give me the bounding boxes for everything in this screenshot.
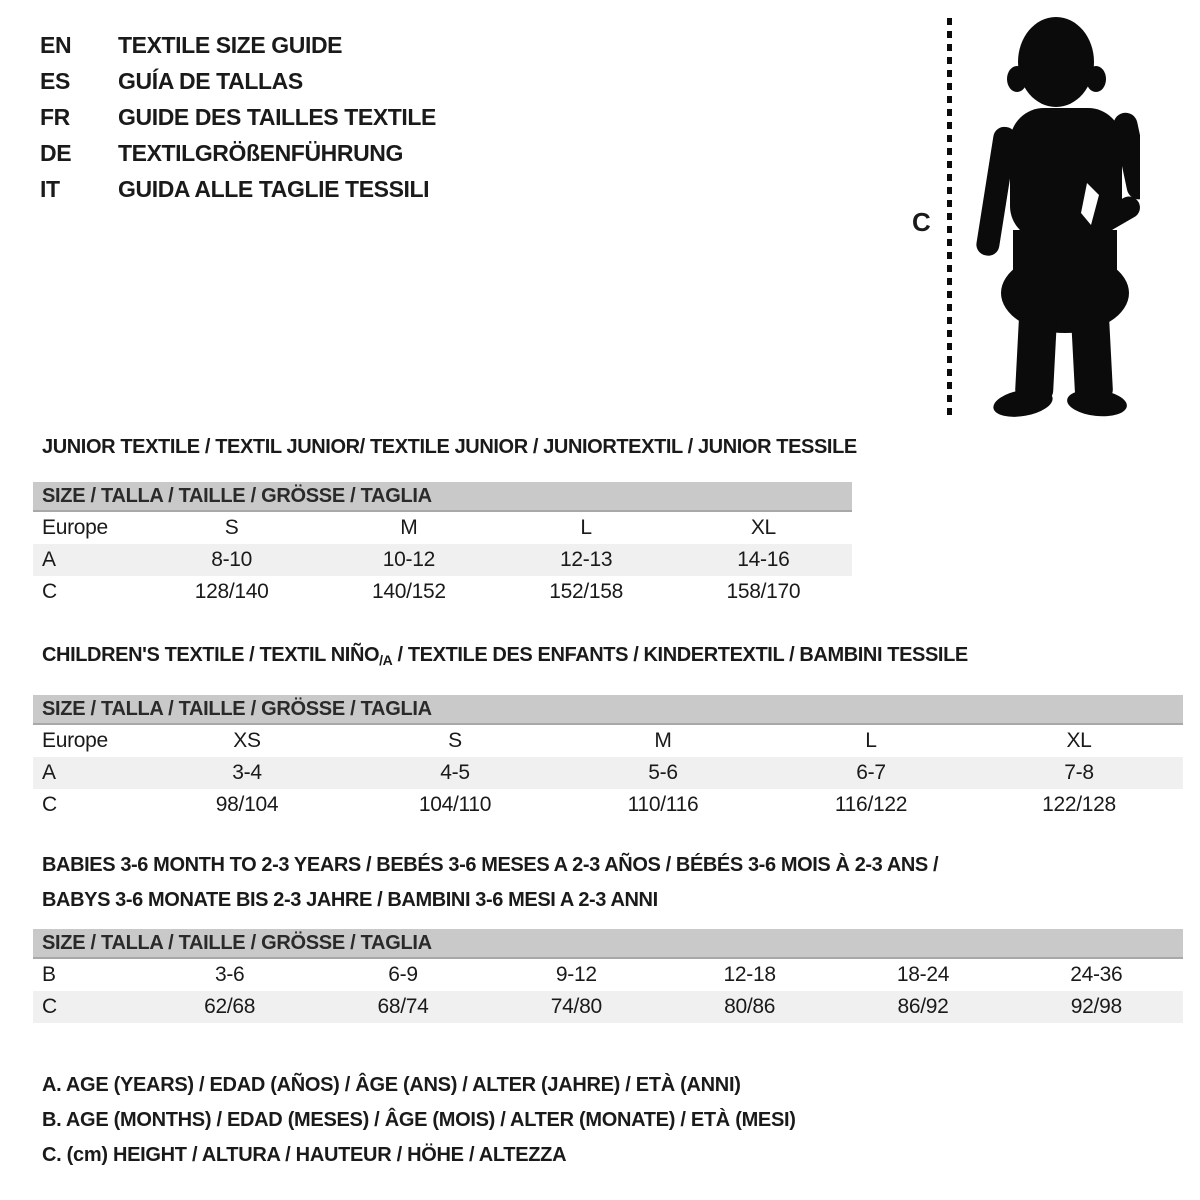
guide-title: GUÍA DE TALLAS	[118, 67, 303, 94]
table-size-header: SIZE / TALLA / TAILLE / GRÖSSE / TAGLIA	[33, 482, 852, 512]
months-cell: 6-9	[388, 963, 418, 986]
table-row-age: A 8-10 10-12 12-13 14-16	[33, 544, 852, 576]
babies-title-line1: BABIES 3-6 MONTH TO 2-3 YEARS / BEBÉS 3-…	[42, 854, 939, 876]
measure-label-c: C	[912, 207, 931, 237]
section-title-children: CHILDREN'S TEXTILE / TEXTIL NIÑO/A / TEX…	[42, 644, 969, 668]
language-row: EN TEXTILE SIZE GUIDE	[40, 27, 436, 63]
age-cell: 5-6	[648, 761, 678, 784]
measure-legend: A. AGE (YEARS) / EDAD (AÑOS) / ÂGE (ANS)…	[42, 1068, 796, 1173]
language-code: ES	[40, 67, 70, 94]
size-cell: M	[400, 516, 418, 539]
children-title-sub: /A	[379, 652, 393, 668]
legend-line-b: B. AGE (MONTHS) / EDAD (MESES) / ÂGE (MO…	[42, 1109, 796, 1131]
guide-title: GUIDE DES TAILLES TEXTILE	[118, 103, 436, 130]
age-cell: 3-4	[232, 761, 262, 784]
children-title-suffix: / TEXTILE DES ENFANTS / KINDERTEXTIL / B…	[392, 644, 969, 666]
children-title-prefix: CHILDREN'S TEXTILE / TEXTIL NIÑO	[42, 644, 380, 666]
size-cell: M	[654, 729, 672, 752]
section-title-junior: JUNIOR TEXTILE / TEXTIL JUNIOR/ TEXTILE …	[42, 436, 857, 458]
guide-title: TEXTILE SIZE GUIDE	[118, 31, 343, 58]
row-label: C	[42, 580, 57, 603]
size-cell: XL	[1066, 729, 1092, 752]
table-row-height: C 62/68 68/74 74/80 80/86 86/92 92/98	[33, 991, 1183, 1023]
language-row: ES GUÍA DE TALLAS	[40, 63, 436, 99]
guide-title: TEXTILGRÖßENFÜHRUNG	[118, 139, 403, 166]
height-cell: 68/74	[377, 995, 429, 1018]
language-code: FR	[40, 103, 70, 130]
legend-line-a: A. AGE (YEARS) / EDAD (AÑOS) / ÂGE (ANS)…	[42, 1074, 741, 1096]
size-cell: XL	[750, 516, 776, 539]
language-row: FR GUIDE DES TAILLES TEXTILE	[40, 99, 436, 135]
size-cell: XS	[233, 729, 261, 752]
height-cell: 80/86	[724, 995, 776, 1018]
age-cell: 6-7	[856, 761, 886, 784]
height-cell: 122/128	[1042, 793, 1116, 816]
language-code: IT	[40, 175, 60, 202]
row-label: C	[42, 793, 57, 816]
size-table-babies: SIZE / TALLA / TAILLE / GRÖSSE / TAGLIA …	[33, 929, 1183, 1023]
language-title-list: EN TEXTILE SIZE GUIDE ES GUÍA DE TALLAS …	[40, 27, 436, 207]
table-row-age: A 3-4 4-5 5-6 6-7 7-8	[33, 757, 1183, 789]
size-table-junior: SIZE / TALLA / TAILLE / GRÖSSE / TAGLIA …	[33, 482, 852, 608]
row-label: Europe	[42, 516, 108, 539]
size-cell: L	[865, 729, 877, 752]
height-cell: 98/104	[215, 793, 279, 816]
table-row-height: C 128/140 140/152 152/158 158/170	[33, 576, 852, 608]
toddler-silhouette-icon	[976, 17, 1140, 417]
language-row: IT GUIDA ALLE TAGLIE TESSILI	[40, 171, 436, 207]
height-cell: 74/80	[550, 995, 602, 1018]
height-dashed-line	[947, 18, 952, 415]
months-cell: 9-12	[555, 963, 597, 986]
table-row-months: B 3-6 6-9 9-12 12-18 18-24 24-36	[33, 959, 1183, 991]
row-label: A	[42, 548, 56, 571]
months-cell: 18-24	[896, 963, 950, 986]
height-cell: 128/140	[194, 580, 269, 603]
table-row-europe: Europe S M L XL	[33, 512, 852, 544]
guide-title: GUIDA ALLE TAGLIE TESSILI	[118, 175, 430, 202]
height-cell: 140/152	[371, 580, 446, 603]
height-cell: 116/122	[834, 793, 908, 816]
months-cell: 3-6	[214, 963, 245, 986]
height-cell: 86/92	[897, 995, 949, 1018]
table-size-header: SIZE / TALLA / TAILLE / GRÖSSE / TAGLIA	[33, 929, 1183, 959]
height-measure-figure: C	[890, 0, 1200, 430]
age-cell: 7-8	[1064, 761, 1094, 784]
size-table-children: SIZE / TALLA / TAILLE / GRÖSSE / TAGLIA …	[33, 695, 1183, 821]
age-cell: 4-5	[440, 761, 470, 784]
size-cell: S	[224, 516, 239, 539]
height-cell: 110/116	[627, 793, 699, 816]
height-cell: 158/170	[726, 580, 801, 603]
language-code: EN	[40, 31, 72, 58]
height-cell: 62/68	[204, 995, 256, 1018]
section-title-babies: BABIES 3-6 MONTH TO 2-3 YEARS / BEBÉS 3-…	[42, 848, 939, 918]
height-cell: 152/158	[549, 580, 624, 603]
row-label: B	[42, 963, 56, 986]
legend-line-c: C. (cm) HEIGHT / ALTURA / HAUTEUR / HÖHE…	[42, 1144, 567, 1166]
age-cell: 10-12	[382, 548, 436, 571]
age-cell: 14-16	[737, 548, 790, 571]
age-cell: 8-10	[211, 548, 253, 571]
months-cell: 12-18	[723, 963, 777, 986]
age-cell: 12-13	[560, 548, 613, 571]
height-cell: 92/98	[1070, 995, 1122, 1018]
language-row: DE TEXTILGRÖßENFÜHRUNG	[40, 135, 436, 171]
table-row-height: C 98/104 104/110 110/116 116/122 122/128	[33, 789, 1183, 821]
months-cell: 24-36	[1070, 963, 1123, 986]
size-cell: S	[448, 729, 462, 752]
row-label: A	[42, 761, 56, 784]
table-size-header: SIZE / TALLA / TAILLE / GRÖSSE / TAGLIA	[33, 695, 1183, 725]
language-code: DE	[40, 139, 72, 166]
babies-title-line2: BABYS 3-6 MONATE BIS 2-3 JAHRE / BAMBINI…	[42, 889, 658, 911]
table-row-europe: Europe XS S M L XL	[33, 725, 1183, 757]
size-cell: L	[580, 516, 592, 539]
row-label: Europe	[42, 729, 108, 752]
row-label: C	[42, 995, 57, 1018]
height-cell: 104/110	[418, 793, 492, 816]
